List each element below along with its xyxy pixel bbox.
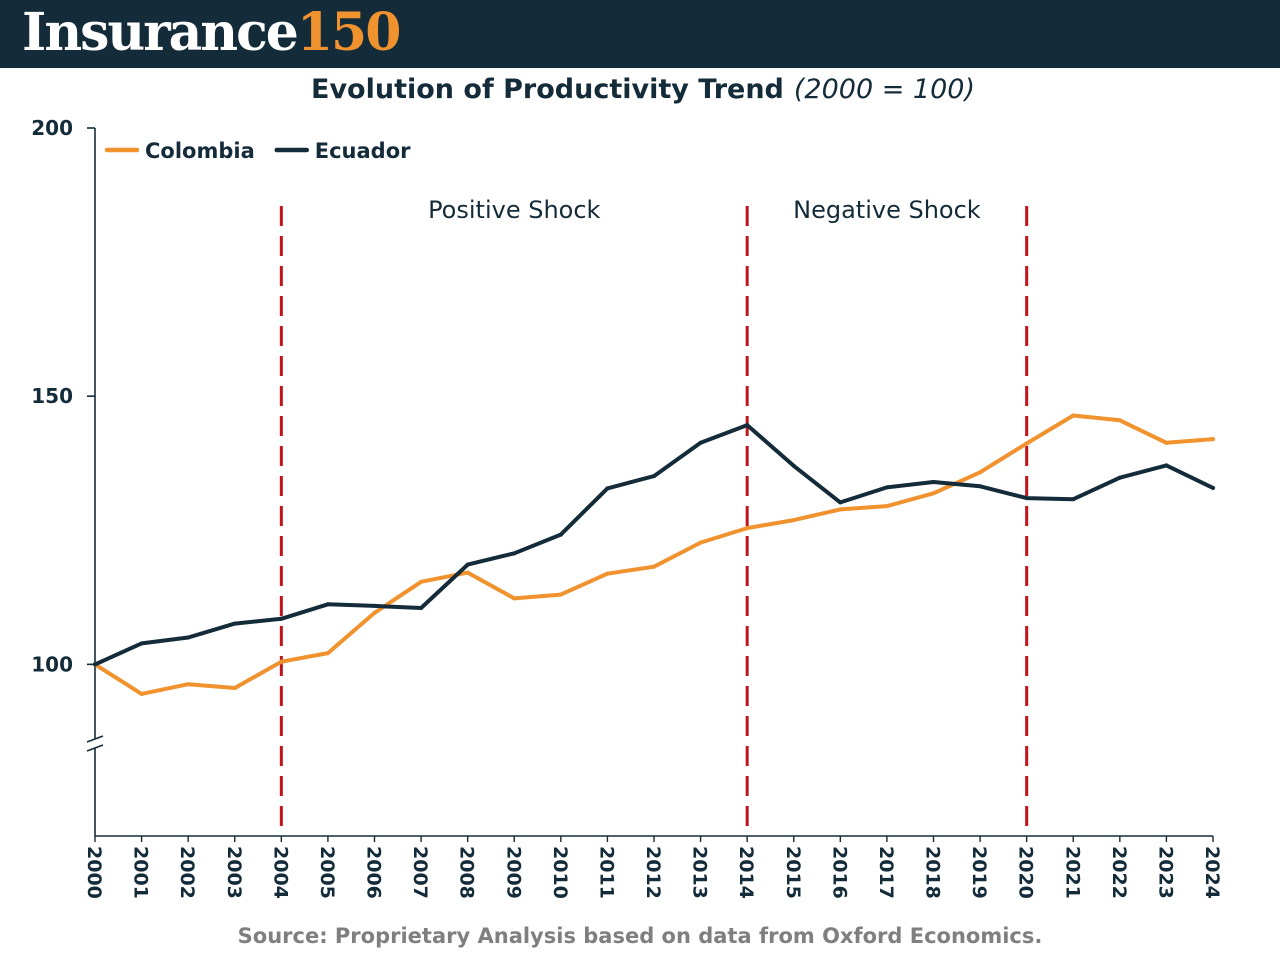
data-point-ecuador xyxy=(232,621,237,626)
brand-logo: Insurance150 xyxy=(22,2,402,64)
x-tick-label: 2013 xyxy=(689,846,711,899)
x-tick-label: 2022 xyxy=(1108,846,1130,899)
x-tick-label: 2018 xyxy=(922,846,944,899)
x-tick-label: 2014 xyxy=(735,846,757,899)
data-point-colombia xyxy=(419,579,424,584)
data-point-colombia xyxy=(279,659,284,664)
x-tick-label: 2004 xyxy=(269,846,291,899)
data-point-ecuador xyxy=(791,463,796,468)
data-point-colombia xyxy=(698,540,703,545)
x-tick-label: 2020 xyxy=(1015,846,1037,899)
x-tick-label: 2011 xyxy=(595,846,617,899)
data-point-ecuador xyxy=(605,486,610,491)
x-tick-label: 2024 xyxy=(1201,846,1223,899)
shock-annotation-2: Negative Shock xyxy=(793,196,981,224)
data-point-colombia xyxy=(1211,437,1215,442)
data-point-colombia xyxy=(652,564,656,569)
data-point-colombia xyxy=(978,470,983,475)
y-tick-label: 150 xyxy=(31,384,73,408)
shock-annotation-1: Positive Shock xyxy=(428,196,600,224)
x-tick-label: 2006 xyxy=(363,846,385,899)
x-tick-label: 2005 xyxy=(316,846,338,899)
data-point-ecuador xyxy=(1024,496,1029,501)
data-point-ecuador xyxy=(838,500,843,505)
x-tick-label: 2019 xyxy=(968,846,990,899)
data-point-colombia xyxy=(1117,418,1122,423)
header-bar: Insurance150 xyxy=(0,0,1280,68)
data-point-ecuador xyxy=(139,641,144,646)
chart-title-text: Evolution of Productivity Trend xyxy=(311,74,784,105)
x-tick-label: 2008 xyxy=(456,846,478,899)
data-point-colombia xyxy=(186,682,191,687)
data-point-ecuador xyxy=(93,662,97,667)
data-point-colombia xyxy=(139,691,144,696)
data-point-colombia xyxy=(884,504,889,509)
x-tick-label: 2016 xyxy=(828,846,850,899)
series-line-ecuador xyxy=(93,423,1215,667)
x-tick-label: 2017 xyxy=(875,846,897,899)
data-point-ecuador xyxy=(1117,475,1122,480)
data-point-ecuador xyxy=(884,485,889,490)
data-point-ecuador xyxy=(978,484,983,489)
x-tick-label: 2012 xyxy=(642,846,664,899)
x-tick-label: 2001 xyxy=(130,846,152,899)
data-point-ecuador xyxy=(1164,463,1169,468)
data-point-ecuador xyxy=(372,603,377,608)
data-point-colombia xyxy=(931,491,936,496)
brand-number: 150 xyxy=(296,2,402,63)
data-point-ecuador xyxy=(512,551,517,556)
data-point-ecuador xyxy=(279,616,284,621)
legend-label-ecuador: Ecuador xyxy=(315,139,411,163)
data-point-colombia xyxy=(838,507,843,512)
data-point-ecuador xyxy=(698,440,703,445)
data-point-colombia xyxy=(1024,441,1029,446)
x-tick-label: 2007 xyxy=(409,846,431,899)
x-tick-label: 2009 xyxy=(502,846,524,899)
series-line-colombia xyxy=(93,413,1215,696)
data-point-colombia xyxy=(1071,413,1076,418)
data-point-ecuador xyxy=(558,532,563,537)
data-point-colombia xyxy=(232,685,237,690)
y-tick-label: 100 xyxy=(31,652,73,676)
data-point-colombia xyxy=(372,610,377,615)
source-note: Source: Proprietary Analysis based on da… xyxy=(237,924,1043,948)
data-point-ecuador xyxy=(186,635,191,640)
data-point-ecuador xyxy=(465,562,470,567)
data-point-colombia xyxy=(465,570,470,575)
data-point-colombia xyxy=(325,651,330,656)
x-tick-label: 2021 xyxy=(1061,846,1083,899)
x-tick-label: 2010 xyxy=(549,846,571,899)
x-tick-label: 2023 xyxy=(1154,846,1176,899)
data-point-colombia xyxy=(605,571,610,576)
legend-label-colombia: Colombia xyxy=(145,139,255,163)
y-tick-label: 200 xyxy=(31,116,73,140)
chart-subtitle: (2000 = 100) xyxy=(793,74,975,105)
x-tick-label: 2000 xyxy=(83,846,105,899)
data-point-ecuador xyxy=(931,480,936,484)
data-point-colombia xyxy=(745,526,750,531)
data-point-ecuador xyxy=(652,474,656,479)
data-point-ecuador xyxy=(1211,485,1215,490)
data-point-ecuador xyxy=(745,423,750,428)
data-point-ecuador xyxy=(419,606,424,611)
x-tick-label: 2015 xyxy=(782,846,804,899)
data-point-colombia xyxy=(558,592,563,597)
x-tick-label: 2002 xyxy=(176,846,198,899)
data-point-colombia xyxy=(791,518,796,523)
brand-word: Insurance xyxy=(22,2,299,63)
data-point-ecuador xyxy=(1071,497,1076,502)
x-tick-label: 2003 xyxy=(223,846,245,899)
chart-title: Evolution of Productivity Trend (2000 = 1… xyxy=(0,74,1280,105)
axis-break-mark xyxy=(86,735,104,752)
data-point-ecuador xyxy=(325,602,330,607)
data-point-colombia xyxy=(1164,440,1169,445)
data-point-colombia xyxy=(512,596,517,601)
